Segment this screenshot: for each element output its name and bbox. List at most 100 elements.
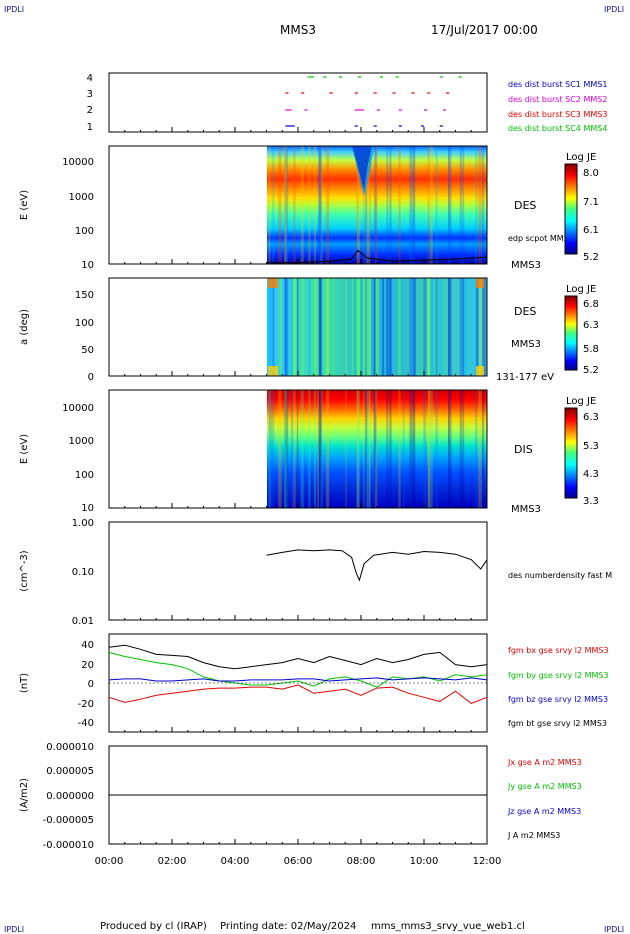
des-pitch-stripe-36 <box>411 278 415 376</box>
des-pitch-stripe-58 <box>438 278 443 376</box>
dis-energy-stripe-21 <box>375 390 378 508</box>
dis-energy-ytick-100: 100 <box>75 470 94 481</box>
dis-energy-stripe-2 <box>284 390 288 508</box>
des-pitch-stripe-8 <box>293 278 296 376</box>
panel-burst: 4 3 2 1 des dist burst SC1 MMS1 des dist… <box>87 72 607 133</box>
des-pitch-stripe-6 <box>389 278 392 376</box>
dis-energy-stripe-6 <box>389 390 392 508</box>
tick-marks <box>108 127 488 844</box>
dis-energy-cbtick-2: 4.3 <box>583 469 599 480</box>
des-energy-stripe-4 <box>410 146 412 264</box>
pitch-edge-top-1 <box>476 278 484 288</box>
footer-printing-date: Printing date: 02/May/2024 <box>220 921 356 932</box>
burst-ytick-2: 2 <box>87 105 93 116</box>
burst-label-mms1: des dist burst SC1 MMS1 <box>508 80 607 89</box>
bfield-series-3 <box>108 644 488 670</box>
des-energy-stripe-36 <box>411 146 415 264</box>
des-pitch-stripe-38 <box>284 278 286 376</box>
des-energy-stripe-15 <box>459 146 463 264</box>
dis-energy-stripe-39 <box>448 390 452 508</box>
pitch-edge-bottom-1 <box>476 366 484 376</box>
dis-energy-stripe-13 <box>435 390 438 508</box>
dis-energy-stripe-26 <box>429 390 433 508</box>
burst-ytick-3: 3 <box>87 89 93 100</box>
des-pitch-stripe-65 <box>482 278 486 376</box>
des-pitch-stripe-20 <box>475 278 478 376</box>
dis-energy-stripe-30 <box>268 390 271 508</box>
dis-energy-cbtick-3: 3.3 <box>583 496 599 507</box>
des-energy-stripe-35 <box>300 146 304 264</box>
des-energy-stripe-5 <box>318 146 322 264</box>
des-energy-stripe-10 <box>413 146 416 264</box>
dis-energy-stripe-40 <box>374 390 376 508</box>
des-pitch-stripe-49 <box>345 278 347 376</box>
des-pitch-stripe-19 <box>356 278 360 376</box>
dis-energy-stripe-27 <box>272 390 275 508</box>
des-energy-colorbar-title: Log JE <box>566 152 596 163</box>
des-pitch-stripe-44 <box>403 278 405 376</box>
des-pitch-stripe-56 <box>366 278 371 376</box>
des-pitch-stripe-64 <box>278 278 281 376</box>
des-pitch-stripe-51 <box>333 278 335 376</box>
des-pitch-stripe-39 <box>448 278 452 376</box>
panel-bfield: (nT) 40 20 0 -20 -40 fgm bx gse srvy l2 … <box>19 633 609 733</box>
des-pitch-ytick-100: 100 <box>75 318 94 329</box>
xtick-1000: 10:00 <box>410 856 439 867</box>
dis-energy-stripes <box>268 390 485 508</box>
panel-des-pitch: a (deg) 150 100 50 0 DES MMS3 131-177 eV… <box>19 277 599 383</box>
current-label-jz: Jz gse A m2 MMS3 <box>507 807 581 816</box>
des-pitch-stripe-13 <box>435 278 438 376</box>
dis-energy-stripe-49 <box>345 390 347 508</box>
des-pitch-stripe-61 <box>388 278 391 376</box>
des-pitch-stripe-0 <box>373 278 377 376</box>
bfield-ytick-m40: -40 <box>78 718 94 729</box>
dis-energy-label: DIS <box>514 443 533 456</box>
panel-current: (A/m2) 0.000010 0.000005 0.000000 -0.000… <box>19 742 582 851</box>
current-label-jx: Jx gse A m2 MMS3 <box>507 758 582 767</box>
des-pitch-stripe-23 <box>318 278 322 376</box>
des-pitch-stripe-41 <box>373 278 375 376</box>
des-energy-stripe-9 <box>308 146 311 264</box>
des-pitch-stripe-47 <box>428 278 431 376</box>
bfield-label-by: fgm by gse srvy l2 MMS3 <box>508 671 609 680</box>
des-pitch-stripe-46 <box>268 278 273 376</box>
bfield-ytick-20: 20 <box>81 660 94 671</box>
corner-label-top-right: IPDLI <box>604 5 624 14</box>
des-energy-cbtick-1: 7.1 <box>583 197 599 208</box>
bfield-ylabel: (nT) <box>19 673 30 693</box>
des-energy-spectrogram <box>267 146 487 264</box>
current-ytick-1: 0.000005 <box>46 766 94 777</box>
des-energy-dip-core <box>352 146 372 190</box>
des-pitch-energy-range: 131-177 eV <box>496 372 554 383</box>
des-energy-cbtick-0: 8.0 <box>583 168 599 179</box>
dis-energy-stripe-46 <box>268 390 273 508</box>
dis-energy-stripe-28 <box>313 390 317 508</box>
header-spacecraft: MMS3 <box>280 23 316 37</box>
des-pitch-stripe-66 <box>414 278 417 376</box>
des-pitch-stripe-69 <box>351 278 354 376</box>
des-pitch-stripe-45 <box>290 278 294 376</box>
des-pitch-stripe-54 <box>293 278 297 376</box>
des-energy-stripe-7 <box>277 146 282 264</box>
dis-energy-stripe-37 <box>448 390 450 508</box>
footer-file: mms_mms3_srvy_vue_web1.cl <box>371 921 525 932</box>
des-energy-stripe-34 <box>462 146 465 264</box>
bfield-ytick-m20: -20 <box>78 699 94 710</box>
des-energy-stripe-31 <box>363 146 365 264</box>
panel-burst-frame <box>108 72 488 133</box>
des-pitch-ylabel: a (deg) <box>19 309 30 345</box>
des-energy-stripe-17 <box>409 146 411 264</box>
des-energy-stripe-8 <box>293 146 296 264</box>
bfield-series-0 <box>108 684 488 704</box>
des-pitch-stripe-11 <box>481 278 485 376</box>
density-line <box>266 549 488 582</box>
des-pitch-stripe-10 <box>413 278 416 376</box>
dis-energy-ytick-10000: 10000 <box>62 403 94 414</box>
des-pitch-ytick-0: 0 <box>88 372 94 383</box>
des-pitch-stripe-40 <box>374 278 376 376</box>
des-energy-cbtick-3: 5.2 <box>583 252 599 263</box>
des-pitch-stripe-55 <box>375 278 380 376</box>
des-pitch-stripe-18 <box>365 278 367 376</box>
dis-energy-stripe-38 <box>284 390 286 508</box>
